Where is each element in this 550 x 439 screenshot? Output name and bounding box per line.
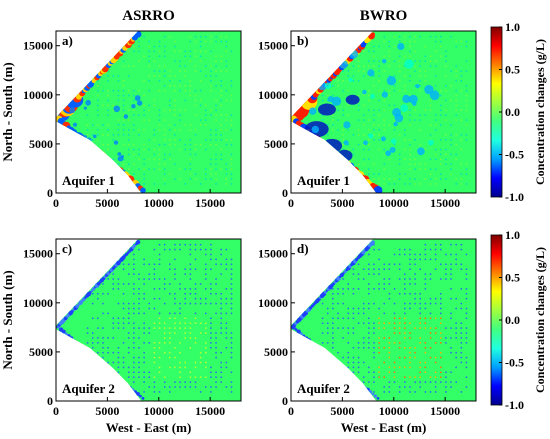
colorbar-tick-label: 0.0 bbox=[505, 313, 520, 327]
y-axis-label: North - South (m) bbox=[0, 270, 15, 369]
x-tick-label: 0 bbox=[53, 196, 59, 210]
x-tick-label: 10000 bbox=[379, 404, 409, 418]
panel-a: 0 5000 10000 15000 0 5000 10000 15000 a) Aquifer … bbox=[23, 30, 242, 210]
x-tick-label: 15000 bbox=[430, 196, 460, 210]
y-tick-label: 5000 bbox=[264, 345, 288, 359]
plot-frame bbox=[55, 238, 242, 402]
plot-frame bbox=[290, 30, 477, 194]
x-tick-label: 5000 bbox=[330, 404, 354, 418]
colorbar-tick-label: -0.5 bbox=[505, 148, 524, 162]
x-axis-label: West - East (m) bbox=[341, 420, 427, 435]
x-axis-label: West - East (m) bbox=[106, 420, 192, 435]
x-tick-label: 15000 bbox=[195, 404, 225, 418]
y-axis-label: North - South (m) bbox=[0, 62, 15, 161]
y-tick-label: 10000 bbox=[258, 88, 288, 102]
x-tick-label: 5000 bbox=[330, 196, 354, 210]
y-tick-label: 15000 bbox=[23, 247, 53, 261]
colorbar-tick-label: 1.0 bbox=[505, 228, 520, 242]
aquifer-label: Aquifer 1 bbox=[297, 173, 350, 188]
aquifer-label: Aquifer 2 bbox=[297, 381, 350, 396]
x-tick-label: 10000 bbox=[144, 404, 174, 418]
colorbar-label: Concentration changes (g/L) bbox=[533, 247, 547, 393]
colorbar-label: Concentration changes (g/L) bbox=[533, 39, 547, 185]
aquifer-label: Aquifer 2 bbox=[62, 381, 115, 396]
y-tick-label: 10000 bbox=[23, 296, 53, 310]
column-title-0: ASRRO bbox=[122, 8, 175, 24]
y-tick-label: 0 bbox=[282, 186, 288, 200]
y-tick-label: 15000 bbox=[258, 39, 288, 53]
panel-tag: a) bbox=[62, 33, 73, 48]
column-title-1: BWRO bbox=[360, 8, 408, 24]
x-tick-label: 0 bbox=[53, 404, 59, 418]
y-tick-label: 5000 bbox=[29, 137, 53, 151]
x-tick-label: 0 bbox=[288, 404, 294, 418]
x-tick-label: 15000 bbox=[430, 404, 460, 418]
y-tick-label: 0 bbox=[47, 394, 53, 408]
colorbar-tick-label: 0.5 bbox=[505, 271, 520, 285]
y-tick-label: 10000 bbox=[23, 88, 53, 102]
x-tick-label: 15000 bbox=[195, 196, 225, 210]
colorbar-tick-label: -1.0 bbox=[505, 190, 524, 204]
plot-frame bbox=[290, 238, 477, 402]
y-tick-label: 10000 bbox=[258, 296, 288, 310]
colorbar-tick-label: 1.0 bbox=[505, 20, 520, 34]
panel-c: 0 5000 10000 15000 0 5000 10000 15000 c) Aquifer … bbox=[23, 238, 242, 418]
x-tick-label: 0 bbox=[288, 196, 294, 210]
panel-b: 0 5000 10000 15000 0 5000 10000 15000 b) Aquifer … bbox=[258, 30, 477, 210]
y-tick-label: 0 bbox=[47, 186, 53, 200]
x-tick-label: 10000 bbox=[144, 196, 174, 210]
y-tick-label: 0 bbox=[282, 394, 288, 408]
y-tick-label: 5000 bbox=[29, 345, 53, 359]
colorbar-tick-label: -0.5 bbox=[505, 356, 524, 370]
colorbar-tick-label: -1.0 bbox=[505, 398, 524, 412]
y-tick-label: 15000 bbox=[258, 247, 288, 261]
aquifer-label: Aquifer 1 bbox=[62, 173, 115, 188]
colorbar-tick-label: 0.5 bbox=[505, 63, 520, 77]
colorbar-tick-label: 0.0 bbox=[505, 105, 520, 119]
colorbar: 1.0 0.5 0.0 -0.5 -1.0 Concentration changes (… bbox=[490, 228, 547, 412]
x-tick-label: 5000 bbox=[95, 404, 119, 418]
panel-tag: d) bbox=[297, 241, 309, 256]
panel-tag: c) bbox=[62, 241, 72, 256]
panel-d: 0 5000 10000 15000 0 5000 10000 15000 d) Aquifer … bbox=[258, 238, 477, 418]
plot-frame bbox=[55, 30, 242, 194]
y-tick-label: 15000 bbox=[23, 39, 53, 53]
colorbar: 1.0 0.5 0.0 -0.5 -1.0 Concentration changes (… bbox=[490, 20, 547, 204]
x-tick-label: 5000 bbox=[95, 196, 119, 210]
x-tick-label: 10000 bbox=[379, 196, 409, 210]
panel-tag: b) bbox=[297, 33, 309, 48]
y-tick-label: 5000 bbox=[264, 137, 288, 151]
